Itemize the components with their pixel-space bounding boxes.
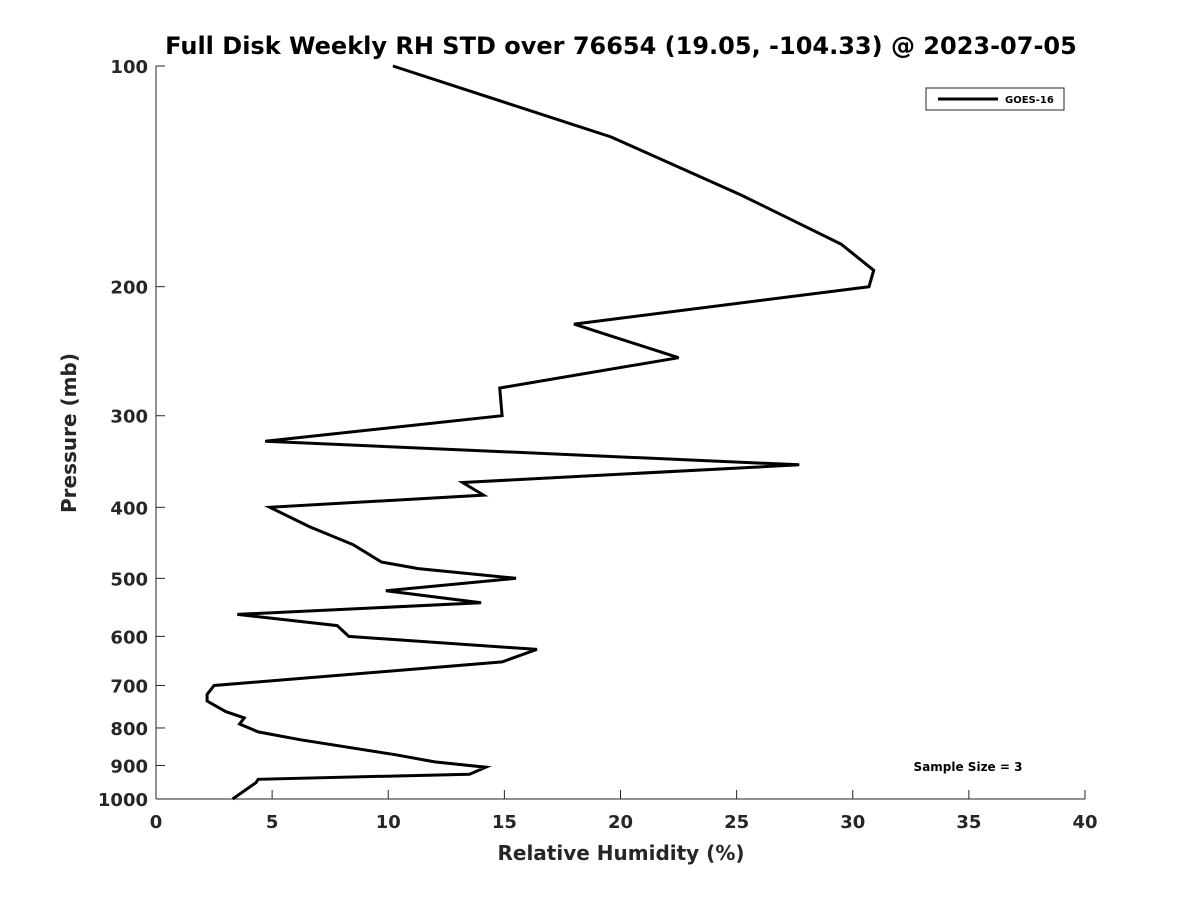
- y-tick-label: 1000: [98, 790, 148, 811]
- x-tick-label: 25: [724, 812, 749, 833]
- series-line-goes-16: [205, 64, 876, 801]
- y-tick-label: 200: [110, 278, 148, 299]
- y-tick-label: 600: [110, 627, 148, 648]
- legend-label-goes-16: GOES-16: [1005, 95, 1054, 106]
- x-tick-label: 5: [266, 812, 279, 833]
- x-tick-label: 15: [492, 812, 517, 833]
- y-tick-label: 300: [110, 407, 148, 428]
- legend: GOES-16: [925, 87, 1065, 111]
- x-tick-label: 20: [608, 812, 633, 833]
- y-tick-label: 100: [110, 57, 148, 78]
- x-tick-label: 35: [956, 812, 981, 833]
- y-tick-label: 500: [110, 569, 148, 590]
- x-tick-label: 0: [150, 812, 163, 833]
- x-axis-ticks: 0 5 10 15 20 25 30 35 40: [150, 790, 1098, 833]
- y-axis-ticks: 100 200 300 400 500 600 700 800 900 1000: [98, 57, 165, 811]
- sample-size-annotation: Sample Size = 3: [914, 760, 1023, 774]
- plot-area: [155, 64, 1085, 801]
- y-tick-label: 400: [110, 498, 148, 519]
- y-tick-label: 900: [110, 756, 148, 777]
- x-tick-label: 30: [840, 812, 865, 833]
- x-tick-label: 10: [376, 812, 401, 833]
- y-tick-label: 800: [110, 719, 148, 740]
- chart-title: Full Disk Weekly RH STD over 76654 (19.0…: [165, 32, 1077, 60]
- y-tick-label: 700: [110, 676, 148, 697]
- y-axis-label: Pressure (mb): [57, 353, 81, 513]
- x-axis-label: Relative Humidity (%): [497, 841, 744, 865]
- x-tick-label: 40: [1072, 812, 1097, 833]
